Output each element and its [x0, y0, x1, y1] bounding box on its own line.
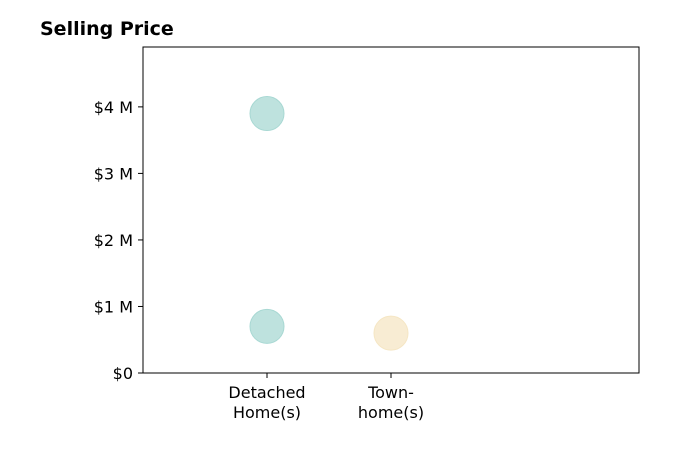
data-point — [249, 308, 285, 344]
y-tick-label: $0 — [113, 364, 133, 383]
x-tick-label: home(s) — [358, 403, 424, 422]
x-tick-label: Home(s) — [233, 403, 301, 422]
y-tick-label: $1 M — [94, 297, 133, 316]
x-tick-label: Town- — [367, 383, 414, 402]
x-tick-label: Detached — [228, 383, 305, 402]
data-point — [373, 315, 409, 351]
y-tick-label: $2 M — [94, 231, 133, 250]
data-point — [249, 96, 285, 132]
y-tick-label: $4 M — [94, 98, 133, 117]
y-tick-label: $3 M — [94, 164, 133, 183]
chart-title: Selling Price — [40, 18, 174, 40]
